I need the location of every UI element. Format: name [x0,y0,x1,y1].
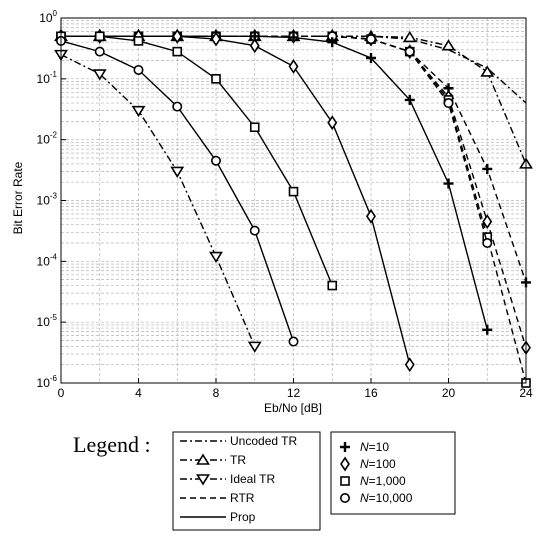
series-layer [54,28,533,388]
series-prop-square [56,31,338,291]
square-marker [249,122,260,133]
triangle-down-marker [92,69,107,81]
circle-marker [172,101,183,112]
diamond-marker [249,38,260,54]
circle-marker [288,336,299,347]
y-tick-label: 10-4 [37,252,58,268]
legend-marker-item: N=10,000 [339,491,413,505]
legend-method-item: Uncoded TR [180,434,297,448]
legend-method-item: Ideal TR [180,472,275,486]
square-marker [133,36,144,46]
square-marker [172,46,183,57]
series-ideal-tr-triangle-down [54,49,262,353]
series-prop-diamond [56,28,415,373]
triangle-down-marker [196,474,210,486]
square-marker [211,74,221,84]
x-tick-label: 12 [287,386,301,400]
circle-marker [249,225,260,236]
square-marker [340,476,350,486]
diamond-marker [404,357,415,373]
plus-marker [288,32,299,43]
plus-marker [482,324,493,335]
plus-marker [404,94,415,105]
circle-marker [404,46,415,57]
square-marker [94,31,105,42]
x-tick-label: 20 [442,386,456,400]
x-axis-label: Eb/No [dB] [264,401,322,415]
diamond-marker [327,115,338,131]
legend-marker-item: N=100 [340,456,396,472]
diamond-marker [172,28,183,44]
square-marker [327,280,338,291]
triangle-down-marker [131,105,146,118]
circle-marker [211,155,222,166]
series-line [60,53,256,347]
diamond-marker [340,456,350,472]
legend-marker-item: N=1,000 [340,474,406,488]
diamond-marker [288,58,299,74]
legend-method-label: Ideal TR [230,472,275,486]
triangle-up-marker [196,453,210,465]
legend-method-label: RTR [230,491,255,505]
legend-method-label: TR [230,453,246,467]
legend-method-box [172,431,321,531]
legend-method-label: Prop [230,510,256,524]
x-tick-label: 16 [364,386,378,400]
triangle-down-marker [209,251,223,264]
legend-marker-label: N=1,000 [360,474,406,488]
y-tick-label: 100 [39,9,57,25]
y-tick-label: 10-3 [37,192,58,208]
series-line [60,40,295,342]
plus-marker [443,178,454,189]
x-tick-label: 4 [135,386,142,400]
legend-marker-box [330,431,456,515]
diamond-marker [482,214,493,230]
legend-marker-label: N=100 [360,457,396,471]
legend-method-item: Prop [180,510,256,524]
y-tick-label: 10-2 [37,131,58,147]
y-tick-label: 10-1 [37,70,58,86]
triangle-down-marker [170,166,185,179]
legend-title: Legend : [73,432,151,457]
legend-method-entries: Uncoded TR TR Ideal TR RTR Prop [180,434,297,524]
legend-marker-label: N=10 [360,440,389,454]
legend-method-label: Uncoded TR [230,434,297,448]
circle-marker [365,34,376,45]
series-prop-plus [56,31,493,335]
legend-marker-item: N=10 [340,440,389,454]
triangle-up-marker [441,39,456,51]
plus-marker [482,163,493,174]
series-prop-circle [55,35,299,347]
plus-marker [327,37,338,48]
axis-ticks: 0 4 8 12 16 20 24 100 10-1 10-2 10-3 10-4 10-5 10-6 [37,9,533,400]
triangle-up-marker [402,30,417,43]
legend-method-item: RTR [180,491,255,505]
diamond-marker [211,31,221,47]
legend-method-item: TR [180,453,246,467]
legend-marker-label: N=10,000 [360,491,413,505]
legend: Legend : Uncoded TR TR Ideal TR RTR Prop N=1… [73,431,456,531]
y-tick-label: 10-5 [37,313,58,329]
series-line [61,35,411,365]
diamond-marker [366,208,376,224]
plus-marker [366,53,376,64]
square-marker [288,186,299,197]
series-line [61,35,333,286]
x-tick-label: 0 [58,386,65,400]
triangle-down-marker [247,341,262,353]
y-tick-label: 10-6 [37,374,58,390]
x-tick-label: 24 [519,386,533,400]
circle-marker [339,492,350,503]
triangle-up-marker [480,65,495,77]
circle-marker [133,64,144,75]
circle-marker [482,238,493,249]
y-axis-label: Bit Error Rate [11,161,25,234]
x-tick-label: 8 [213,386,220,400]
circle-marker [94,46,105,57]
legend-marker-entries: N=10 N=100 N=1,000 N=10,000 [339,440,413,505]
circle-marker [443,98,454,109]
plus-marker [340,442,350,452]
